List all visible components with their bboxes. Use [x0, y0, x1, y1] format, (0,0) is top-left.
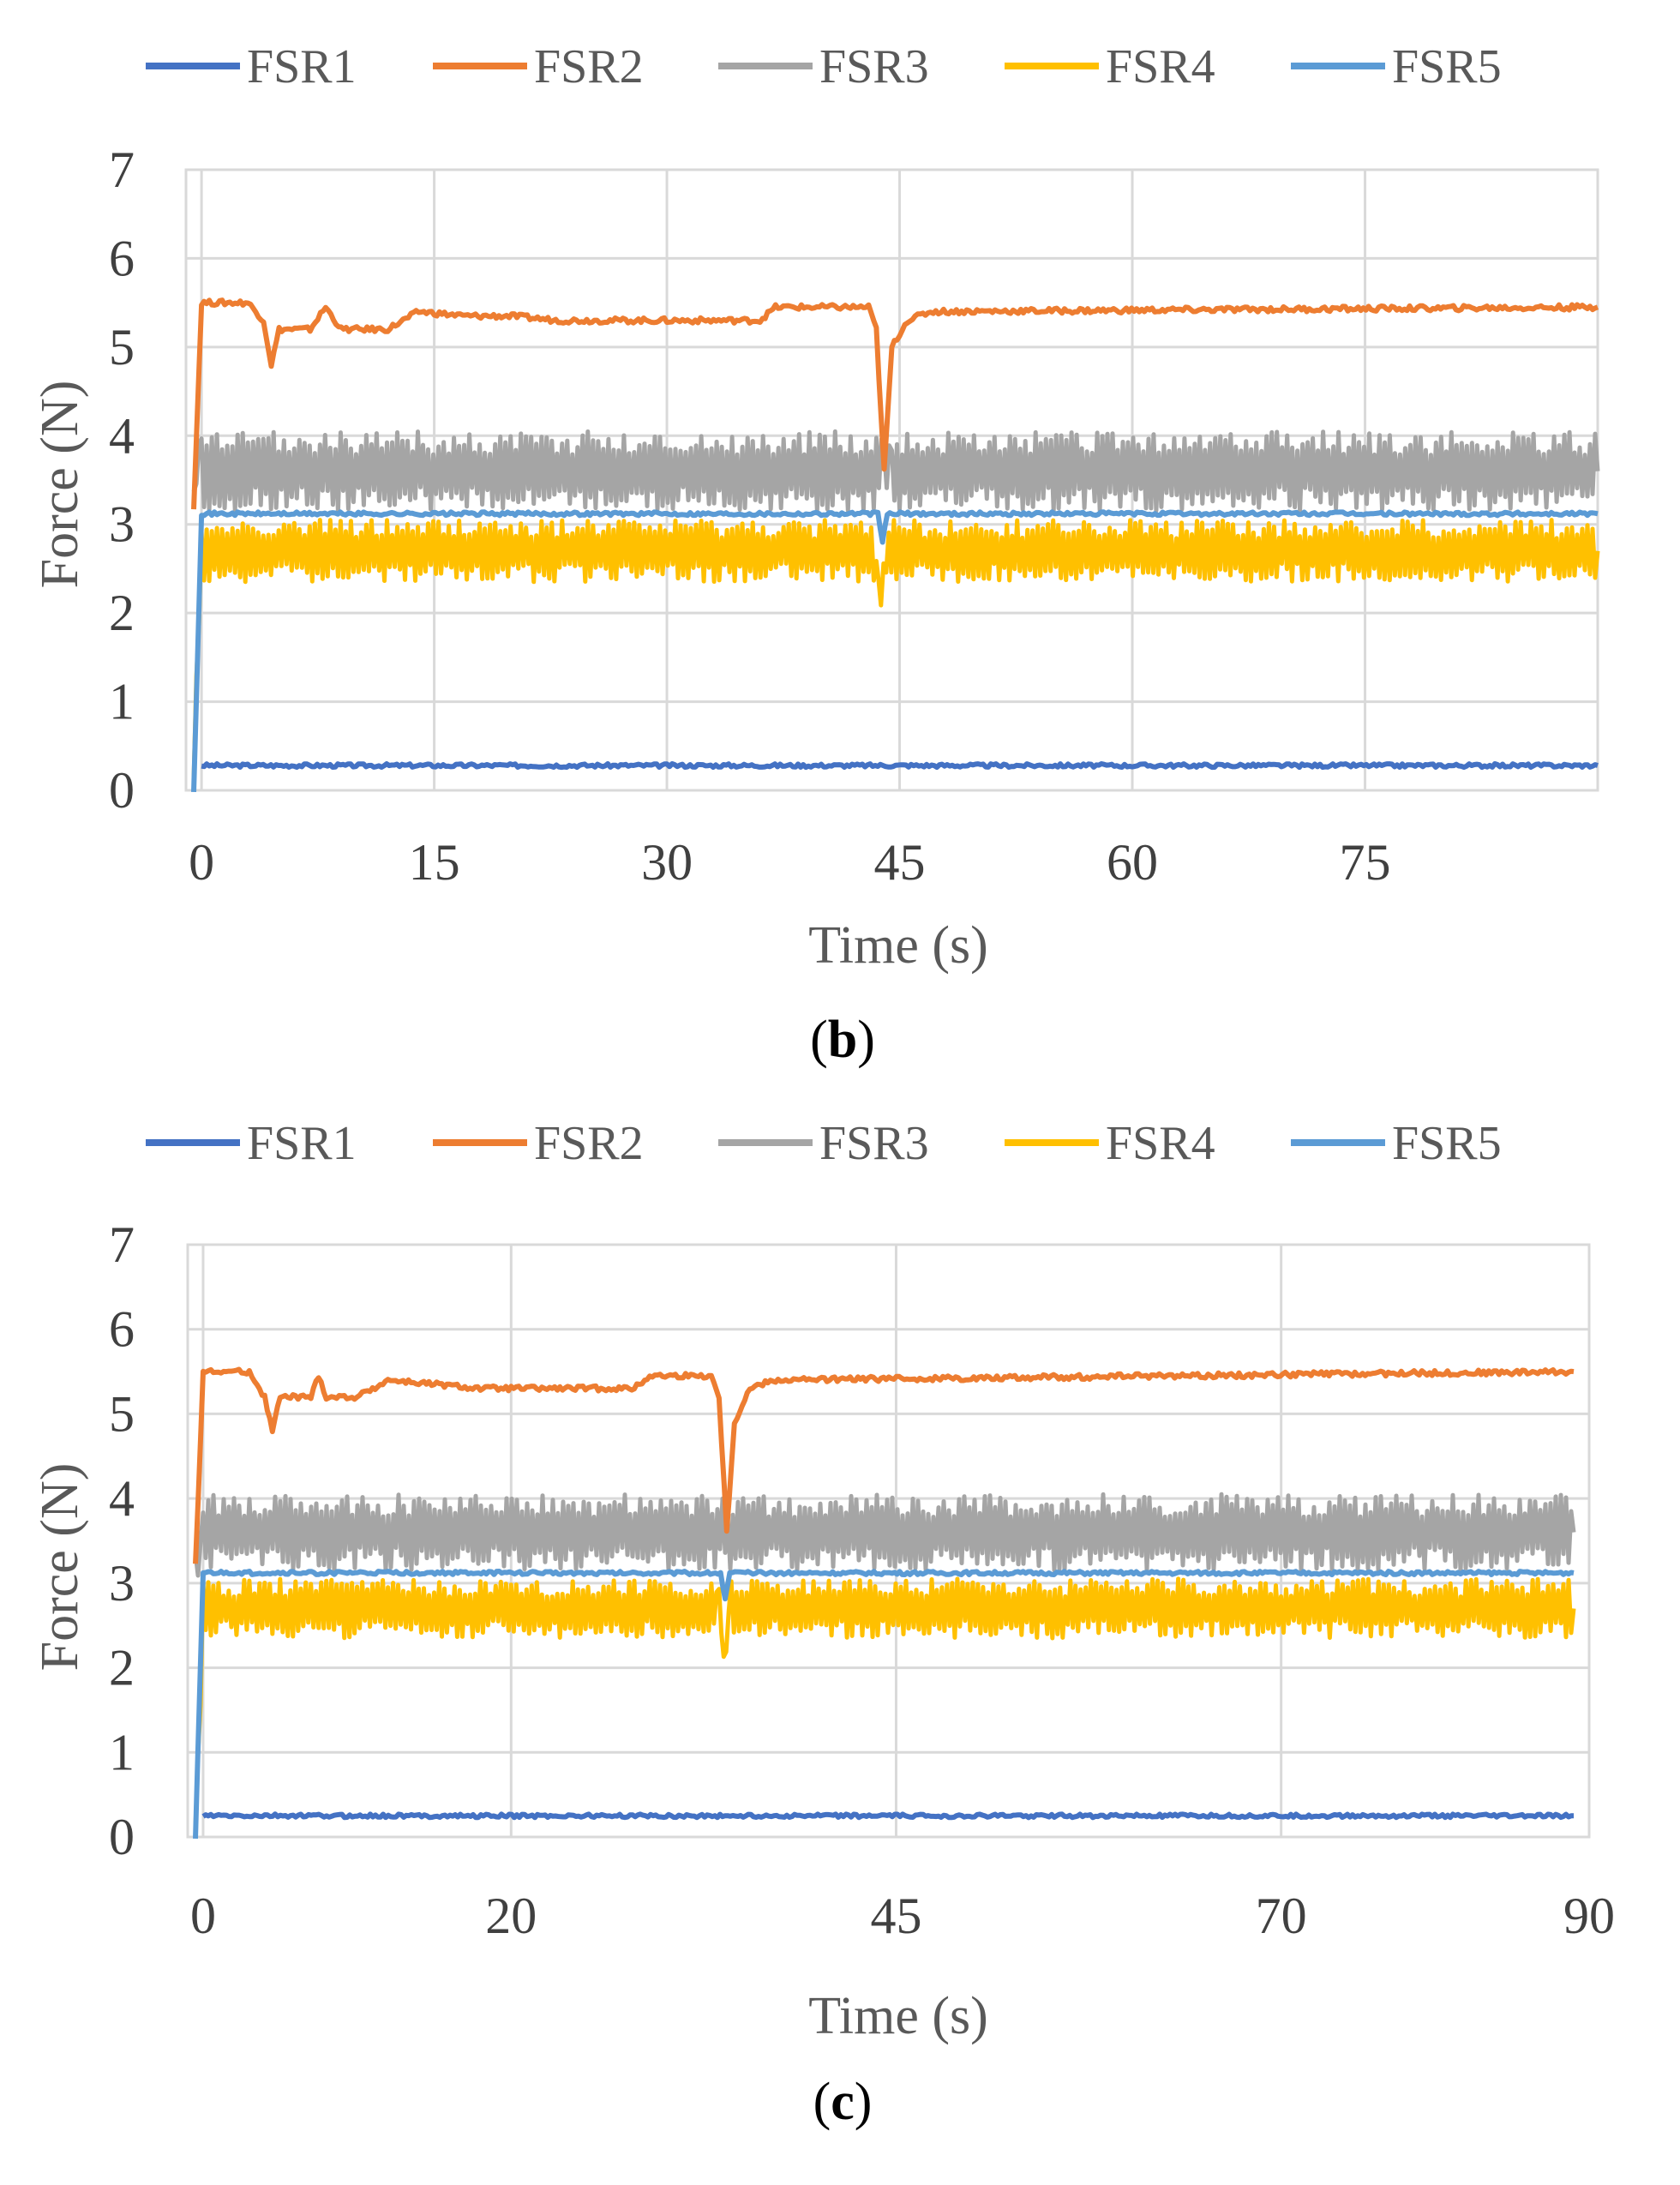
legend-label-fsr4: FSR4	[1106, 40, 1215, 93]
y-tick-label: 4	[109, 1470, 135, 1527]
series-line-fsr1	[201, 761, 1599, 771]
series-line-fsr5	[193, 1569, 1575, 1839]
panel-label: (b)	[810, 1011, 875, 1069]
gridlines	[184, 168, 1599, 792]
series-line-fsr3	[191, 429, 1600, 513]
gridlines	[186, 1243, 1591, 1839]
legend-label-fsr2: FSR2	[534, 1117, 644, 1170]
x-tick-label: 20	[485, 1888, 537, 1944]
x-tick-label: 15	[409, 834, 460, 891]
y-tick-label: 4	[109, 407, 135, 464]
y-tick-label: 6	[109, 1301, 135, 1358]
series-lines	[193, 1366, 1576, 1839]
x-tick-label: 45	[874, 834, 926, 891]
legend-label-fsr1: FSR1	[247, 40, 357, 93]
legend-label-fsr2: FSR2	[534, 40, 644, 93]
legend-label-fsr5: FSR5	[1392, 40, 1502, 93]
panel-label: (c)	[813, 2073, 873, 2131]
y-tick-label: 1	[109, 1724, 135, 1780]
legend-label-fsr3: FSR3	[819, 40, 929, 93]
x-tick-label: 30	[641, 834, 693, 891]
y-tick-label: 5	[109, 1385, 135, 1442]
x-tick-label: 75	[1340, 834, 1391, 891]
y-tick-label: 3	[109, 496, 135, 553]
y-tick-label: 5	[109, 319, 135, 375]
x-tick-label: 90	[1563, 1888, 1615, 1944]
y-tick-label: 2	[109, 1640, 135, 1696]
series-lines	[191, 297, 1600, 792]
y-tick-label: 1	[109, 674, 135, 730]
series-line-fsr2	[193, 1366, 1575, 1564]
x-tick-label: 45	[870, 1888, 921, 1944]
y-tick-label: 6	[109, 230, 135, 286]
x-tick-label: 60	[1107, 834, 1158, 891]
y-axis-title: Force (N)	[31, 1463, 89, 1672]
x-tick-label: 70	[1256, 1888, 1307, 1944]
series-line-fsr1	[201, 1811, 1574, 1821]
series-line-fsr2	[191, 297, 1599, 510]
series-line-fsr3	[193, 1492, 1576, 1578]
y-tick-label: 3	[109, 1555, 135, 1612]
legend: FSR1 FSR2 FSR3 FSR4 FSR5	[146, 40, 1502, 93]
y-tick-label: 2	[109, 585, 135, 641]
y-tick-label: 7	[109, 1216, 135, 1273]
legend: FSR1 FSR2 FSR3 FSR4 FSR5	[146, 1117, 1502, 1170]
x-axis-title: Time (s)	[808, 1987, 988, 2045]
x-tick-label: 0	[190, 1888, 216, 1944]
x-axis-title: Time (s)	[808, 916, 988, 975]
legend-label-fsr5: FSR5	[1392, 1117, 1502, 1170]
legend-label-fsr4: FSR4	[1106, 1117, 1215, 1170]
legend-label-fsr3: FSR3	[819, 1117, 929, 1170]
series-line-fsr4	[193, 1576, 1576, 1829]
x-tick-label: 0	[189, 834, 214, 891]
y-tick-label: 7	[109, 141, 135, 198]
y-tick-label: 0	[109, 1809, 135, 1865]
series-line-fsr4	[191, 518, 1600, 782]
series-line-fsr5	[191, 509, 1599, 792]
y-tick-label: 0	[109, 762, 135, 819]
y-axis-title: Force (N)	[31, 381, 89, 589]
legend-label-fsr1: FSR1	[247, 1117, 357, 1170]
